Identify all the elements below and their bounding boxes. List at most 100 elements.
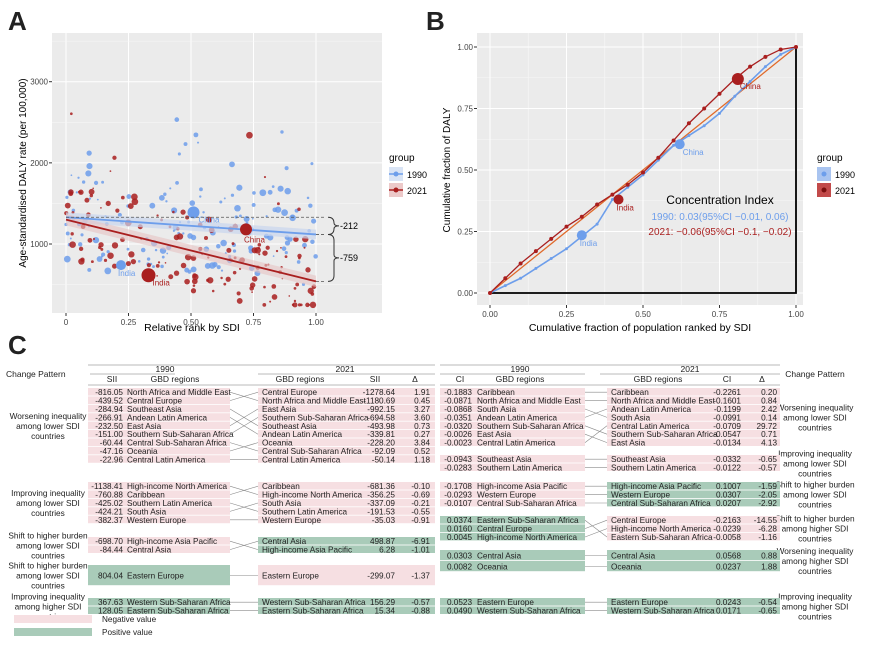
region-ci-2021: Southern Latin America xyxy=(611,464,697,473)
chart-b-legend-title: group xyxy=(817,153,843,164)
point-1990 xyxy=(239,214,242,218)
sii-2021: -299.07 xyxy=(367,572,395,581)
cell-bg-1990 xyxy=(88,515,230,524)
region-ci-2021: South Asia xyxy=(611,413,651,422)
cell-bg-1990 xyxy=(88,438,230,446)
cell-bg-2021 xyxy=(258,396,435,404)
region-2021: Central Sub-Saharan Africa xyxy=(262,447,362,456)
y-tick-label: 3000 xyxy=(30,78,48,87)
point-1990 xyxy=(165,200,168,203)
ci-2021: -0.0709 xyxy=(713,422,741,431)
group-label-left: countries xyxy=(31,581,65,591)
curve-point-2021 xyxy=(686,121,691,126)
point-2021 xyxy=(206,218,212,223)
region-ci-1990: East Asia xyxy=(477,430,512,439)
cell-bg-1990 xyxy=(88,455,230,463)
point-1990 xyxy=(252,191,256,195)
region-1990: Southern Latin America xyxy=(127,499,213,508)
point-1990 xyxy=(161,255,165,259)
point-1990 xyxy=(184,267,190,273)
point-2021 xyxy=(127,203,134,210)
region-ci-1990: Southern Latin America xyxy=(477,464,563,473)
sii-1990: -22.96 xyxy=(100,455,124,464)
point-2021 xyxy=(291,303,295,307)
sii-2021: -694.58 xyxy=(367,413,395,422)
point-1990 xyxy=(146,257,151,261)
chart-a-legend-1990: 1990 xyxy=(407,170,427,180)
curve-point-2021 xyxy=(549,236,554,241)
delta-left: 1.18 xyxy=(414,455,430,464)
point-1990 xyxy=(281,246,287,251)
point-1990 xyxy=(140,247,146,253)
region-2021: High-income North America xyxy=(262,491,363,500)
cell-bg-ci-2021 xyxy=(607,463,780,471)
chart-b-xlabel: Cumulative fraction of population ranked… xyxy=(529,322,751,334)
region-2021: Southeast Asia xyxy=(262,422,317,431)
ci-1990: -0.0026 xyxy=(444,430,472,439)
cell-bg-2021 xyxy=(258,545,435,553)
delta-left: -1.37 xyxy=(411,572,430,581)
point-1990 xyxy=(182,232,185,235)
point-2021 xyxy=(276,202,280,206)
point-1990 xyxy=(280,130,284,134)
point-2021 xyxy=(223,282,227,286)
point-1990 xyxy=(284,240,291,246)
ci-2021: 0.0207 xyxy=(716,499,741,508)
label-india-1990: India xyxy=(118,269,136,278)
point-2021 xyxy=(232,270,237,275)
chart-b-legend-2021: 2021 xyxy=(835,186,855,196)
point-1990 xyxy=(308,203,313,208)
curve-point-2021 xyxy=(518,261,523,266)
group-label-left: Worsening inequality xyxy=(10,411,88,421)
curve-point-2021 xyxy=(763,54,768,59)
curve-point-1990 xyxy=(595,222,599,226)
region-1990: North Africa and Middle East xyxy=(127,388,231,397)
header-change-pattern-left: Change Pattern xyxy=(6,369,66,379)
cell-bg-ci-1990 xyxy=(440,421,585,430)
regression-line-2021 xyxy=(65,218,317,283)
point-1990 xyxy=(277,185,284,192)
sii-2021: -356.25 xyxy=(367,491,395,500)
ci-1990: -0.0320 xyxy=(444,422,472,431)
cell-bg-1990 xyxy=(88,404,230,413)
point-2021 xyxy=(298,256,301,260)
curve-point-2021 xyxy=(748,64,753,69)
region-ci-2021: High-income Asia Pacific xyxy=(611,482,701,491)
group-label-right: countries xyxy=(798,566,832,576)
delta-right: -0.54 xyxy=(758,598,777,607)
point-2021 xyxy=(173,234,180,241)
chart-a-legend-title: group xyxy=(389,153,415,164)
curve-point-1990 xyxy=(534,266,538,270)
point-2021 xyxy=(262,250,268,256)
point-2021 xyxy=(275,249,279,253)
legend-a-2021-dot xyxy=(393,187,399,193)
point-1990 xyxy=(137,260,141,263)
group-label-left: countries xyxy=(31,431,65,441)
cell-bg-2021 xyxy=(258,515,435,524)
y-tick-label: 0.50 xyxy=(457,166,473,175)
rank-connector xyxy=(584,408,608,418)
point-1990 xyxy=(204,263,211,269)
ci-1990: -0.1708 xyxy=(444,482,472,491)
point-2021 xyxy=(80,257,85,262)
point-2021 xyxy=(220,276,223,280)
group-label-right: countries xyxy=(798,611,832,621)
sii-1990: -151.00 xyxy=(95,430,123,439)
labeled-point-1990 xyxy=(576,230,587,241)
equality-line xyxy=(489,46,797,294)
point-1990 xyxy=(219,200,223,204)
ci-2021: -0.0134 xyxy=(713,439,741,448)
ci-1990: 1990: 0.03(95%CI −0.01, 0.06) xyxy=(651,212,788,223)
cell-bg-1990 xyxy=(88,537,230,545)
delta-right: 1.88 xyxy=(761,563,777,572)
sii-1990: -439.52 xyxy=(95,397,123,406)
point-2021 xyxy=(203,235,209,241)
point-2021 xyxy=(131,198,139,206)
header-change-pattern-right: Change Pattern xyxy=(785,369,845,379)
delta-left: -0.21 xyxy=(411,499,430,508)
delta-left: -1.01 xyxy=(411,546,430,555)
point-1990 xyxy=(177,152,181,156)
point-1990 xyxy=(81,180,86,184)
point-2021 xyxy=(156,214,159,217)
cell-bg-ci-1990 xyxy=(440,388,585,396)
